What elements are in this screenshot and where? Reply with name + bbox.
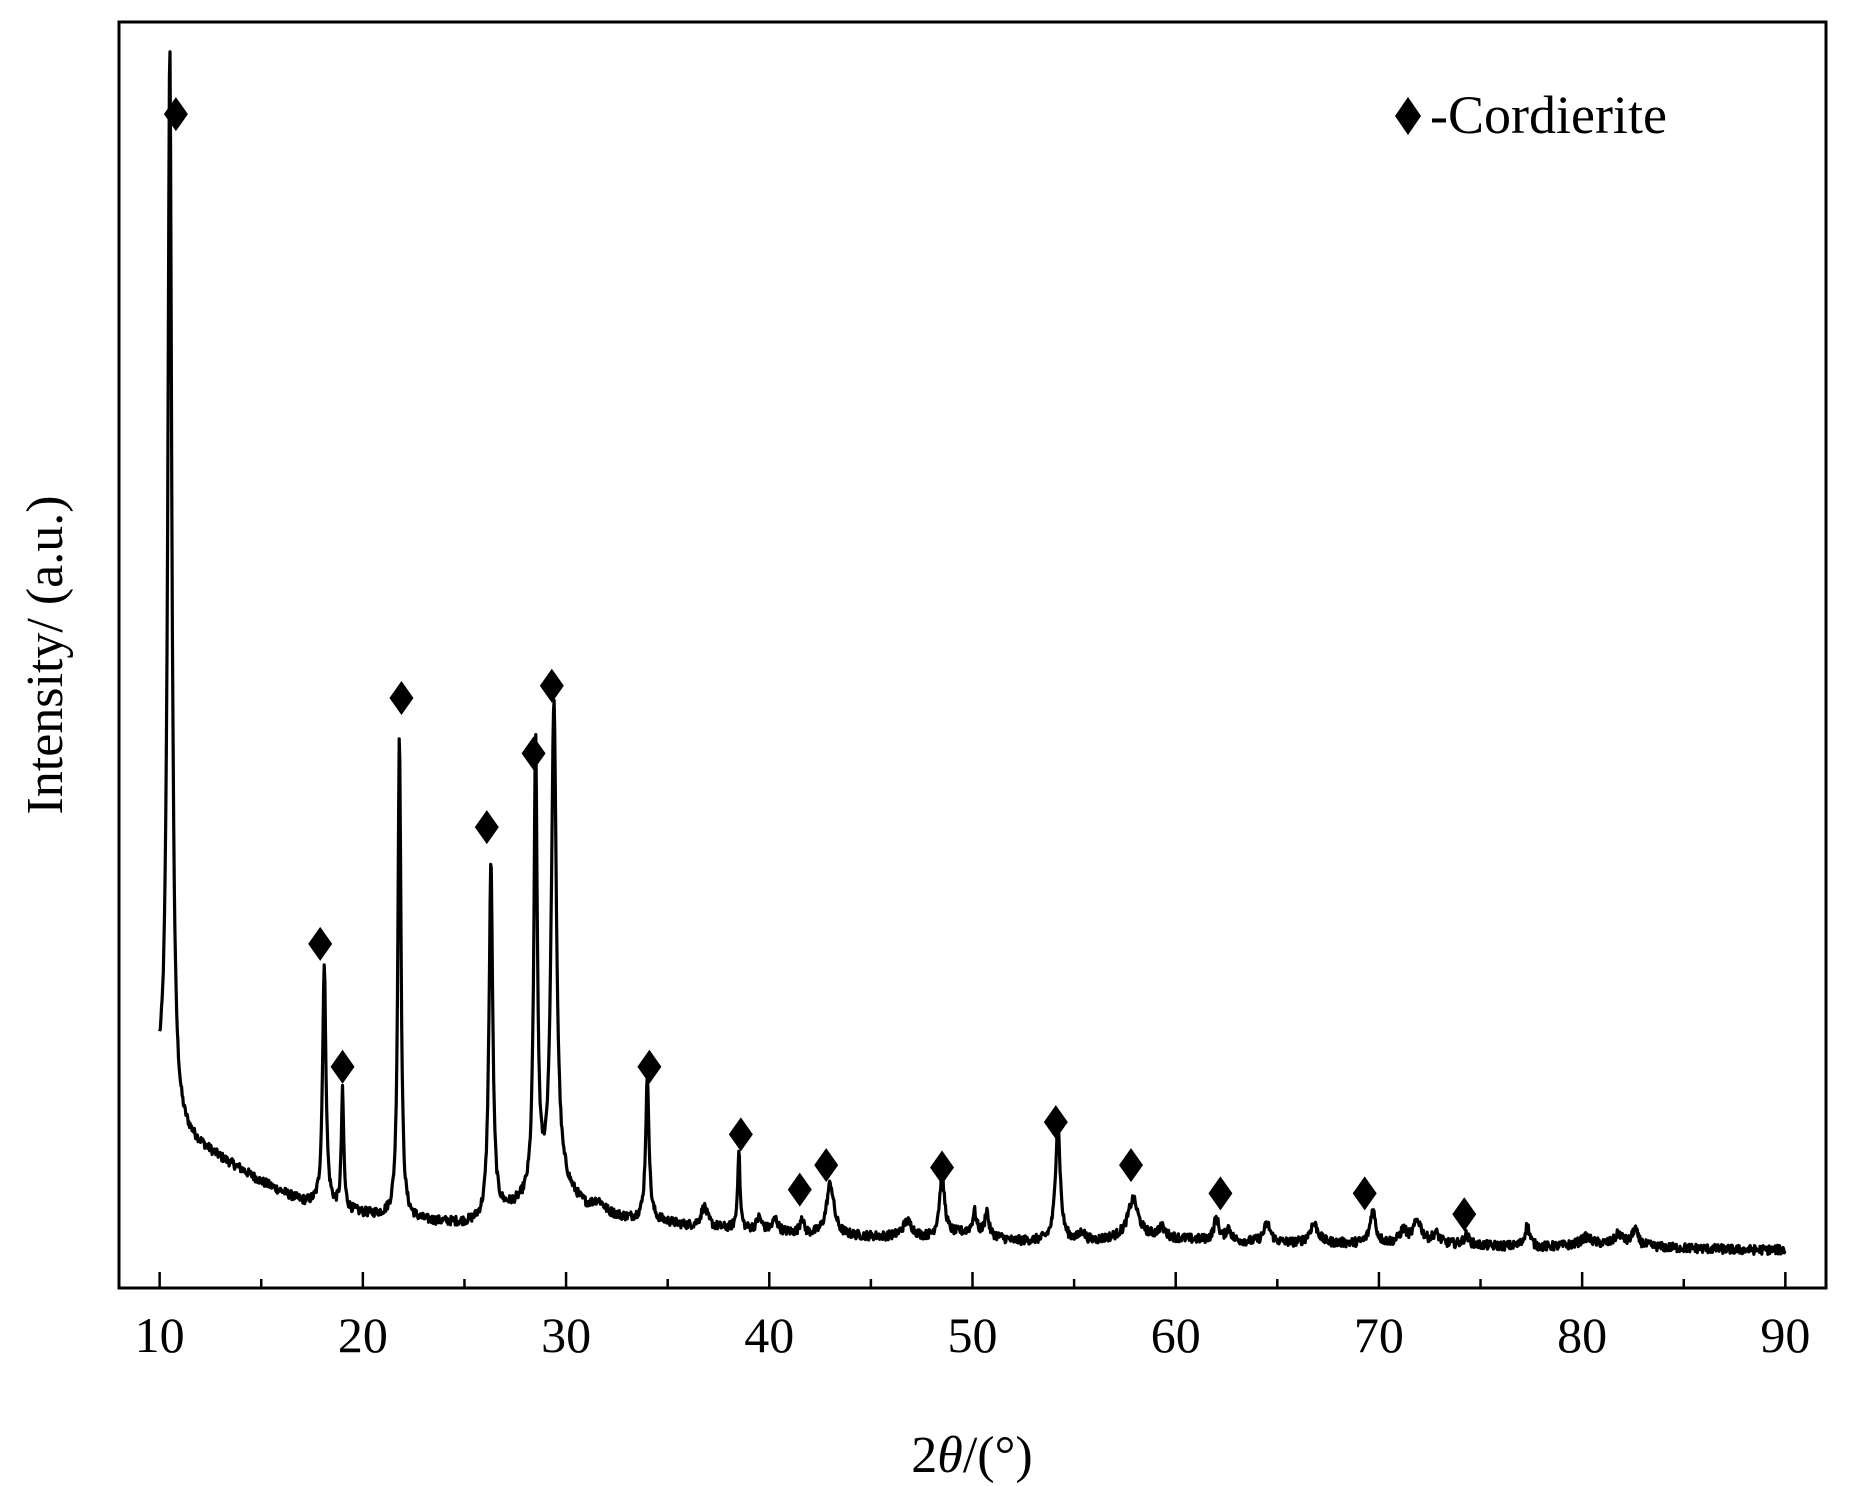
xrd-pattern-line: [158, 50, 1787, 1256]
cordierite-peak-marker: [814, 1148, 839, 1183]
cordierite-peak-marker: [930, 1150, 955, 1185]
cordierite-markers: [163, 97, 1477, 1232]
y-axis-title: Intensity/ (a.u.): [17, 495, 74, 814]
legend-diamond-marker: [1395, 97, 1421, 135]
cordierite-peak-marker: [787, 1172, 812, 1207]
x-axis-tick-labels: 10 20 30 40 50 60 70 80 90: [135, 1307, 1811, 1363]
legend-label: -Cordierite: [1430, 85, 1667, 145]
cordierite-peak-marker: [389, 681, 414, 716]
cordierite-peak-marker: [539, 668, 564, 703]
x-tick-label: 70: [1354, 1307, 1404, 1363]
cordierite-peak-marker: [1208, 1176, 1233, 1211]
x-tick-label: 50: [948, 1307, 998, 1363]
cordierite-peak-marker: [474, 810, 499, 845]
x-axis-title: 2θ/(°): [911, 1427, 1032, 1484]
x-tick-label: 10: [135, 1307, 185, 1363]
x-tick-label: 60: [1151, 1307, 1201, 1363]
x-tick-label: 30: [541, 1307, 591, 1363]
legend: -Cordierite: [1395, 85, 1667, 145]
cordierite-peak-marker: [728, 1117, 753, 1152]
cordierite-peak-marker: [1119, 1148, 1144, 1183]
cordierite-peak-marker: [637, 1049, 662, 1084]
cordierite-peak-marker: [308, 926, 333, 961]
x-axis-ticks: [158, 1272, 1787, 1288]
cordierite-peak-marker: [1452, 1197, 1477, 1232]
plot-frame: [117, 20, 1828, 1290]
cordierite-peak-marker: [1352, 1176, 1377, 1211]
cordierite-peak-marker: [521, 736, 546, 771]
x-tick-label: 40: [744, 1307, 794, 1363]
x-tick-label: 90: [1760, 1307, 1810, 1363]
cordierite-peak-marker: [1043, 1105, 1068, 1140]
cordierite-peak-marker: [163, 97, 188, 132]
x-tick-label: 80: [1557, 1307, 1607, 1363]
cordierite-peak-marker: [330, 1049, 355, 1084]
x-tick-label: 20: [338, 1307, 388, 1363]
